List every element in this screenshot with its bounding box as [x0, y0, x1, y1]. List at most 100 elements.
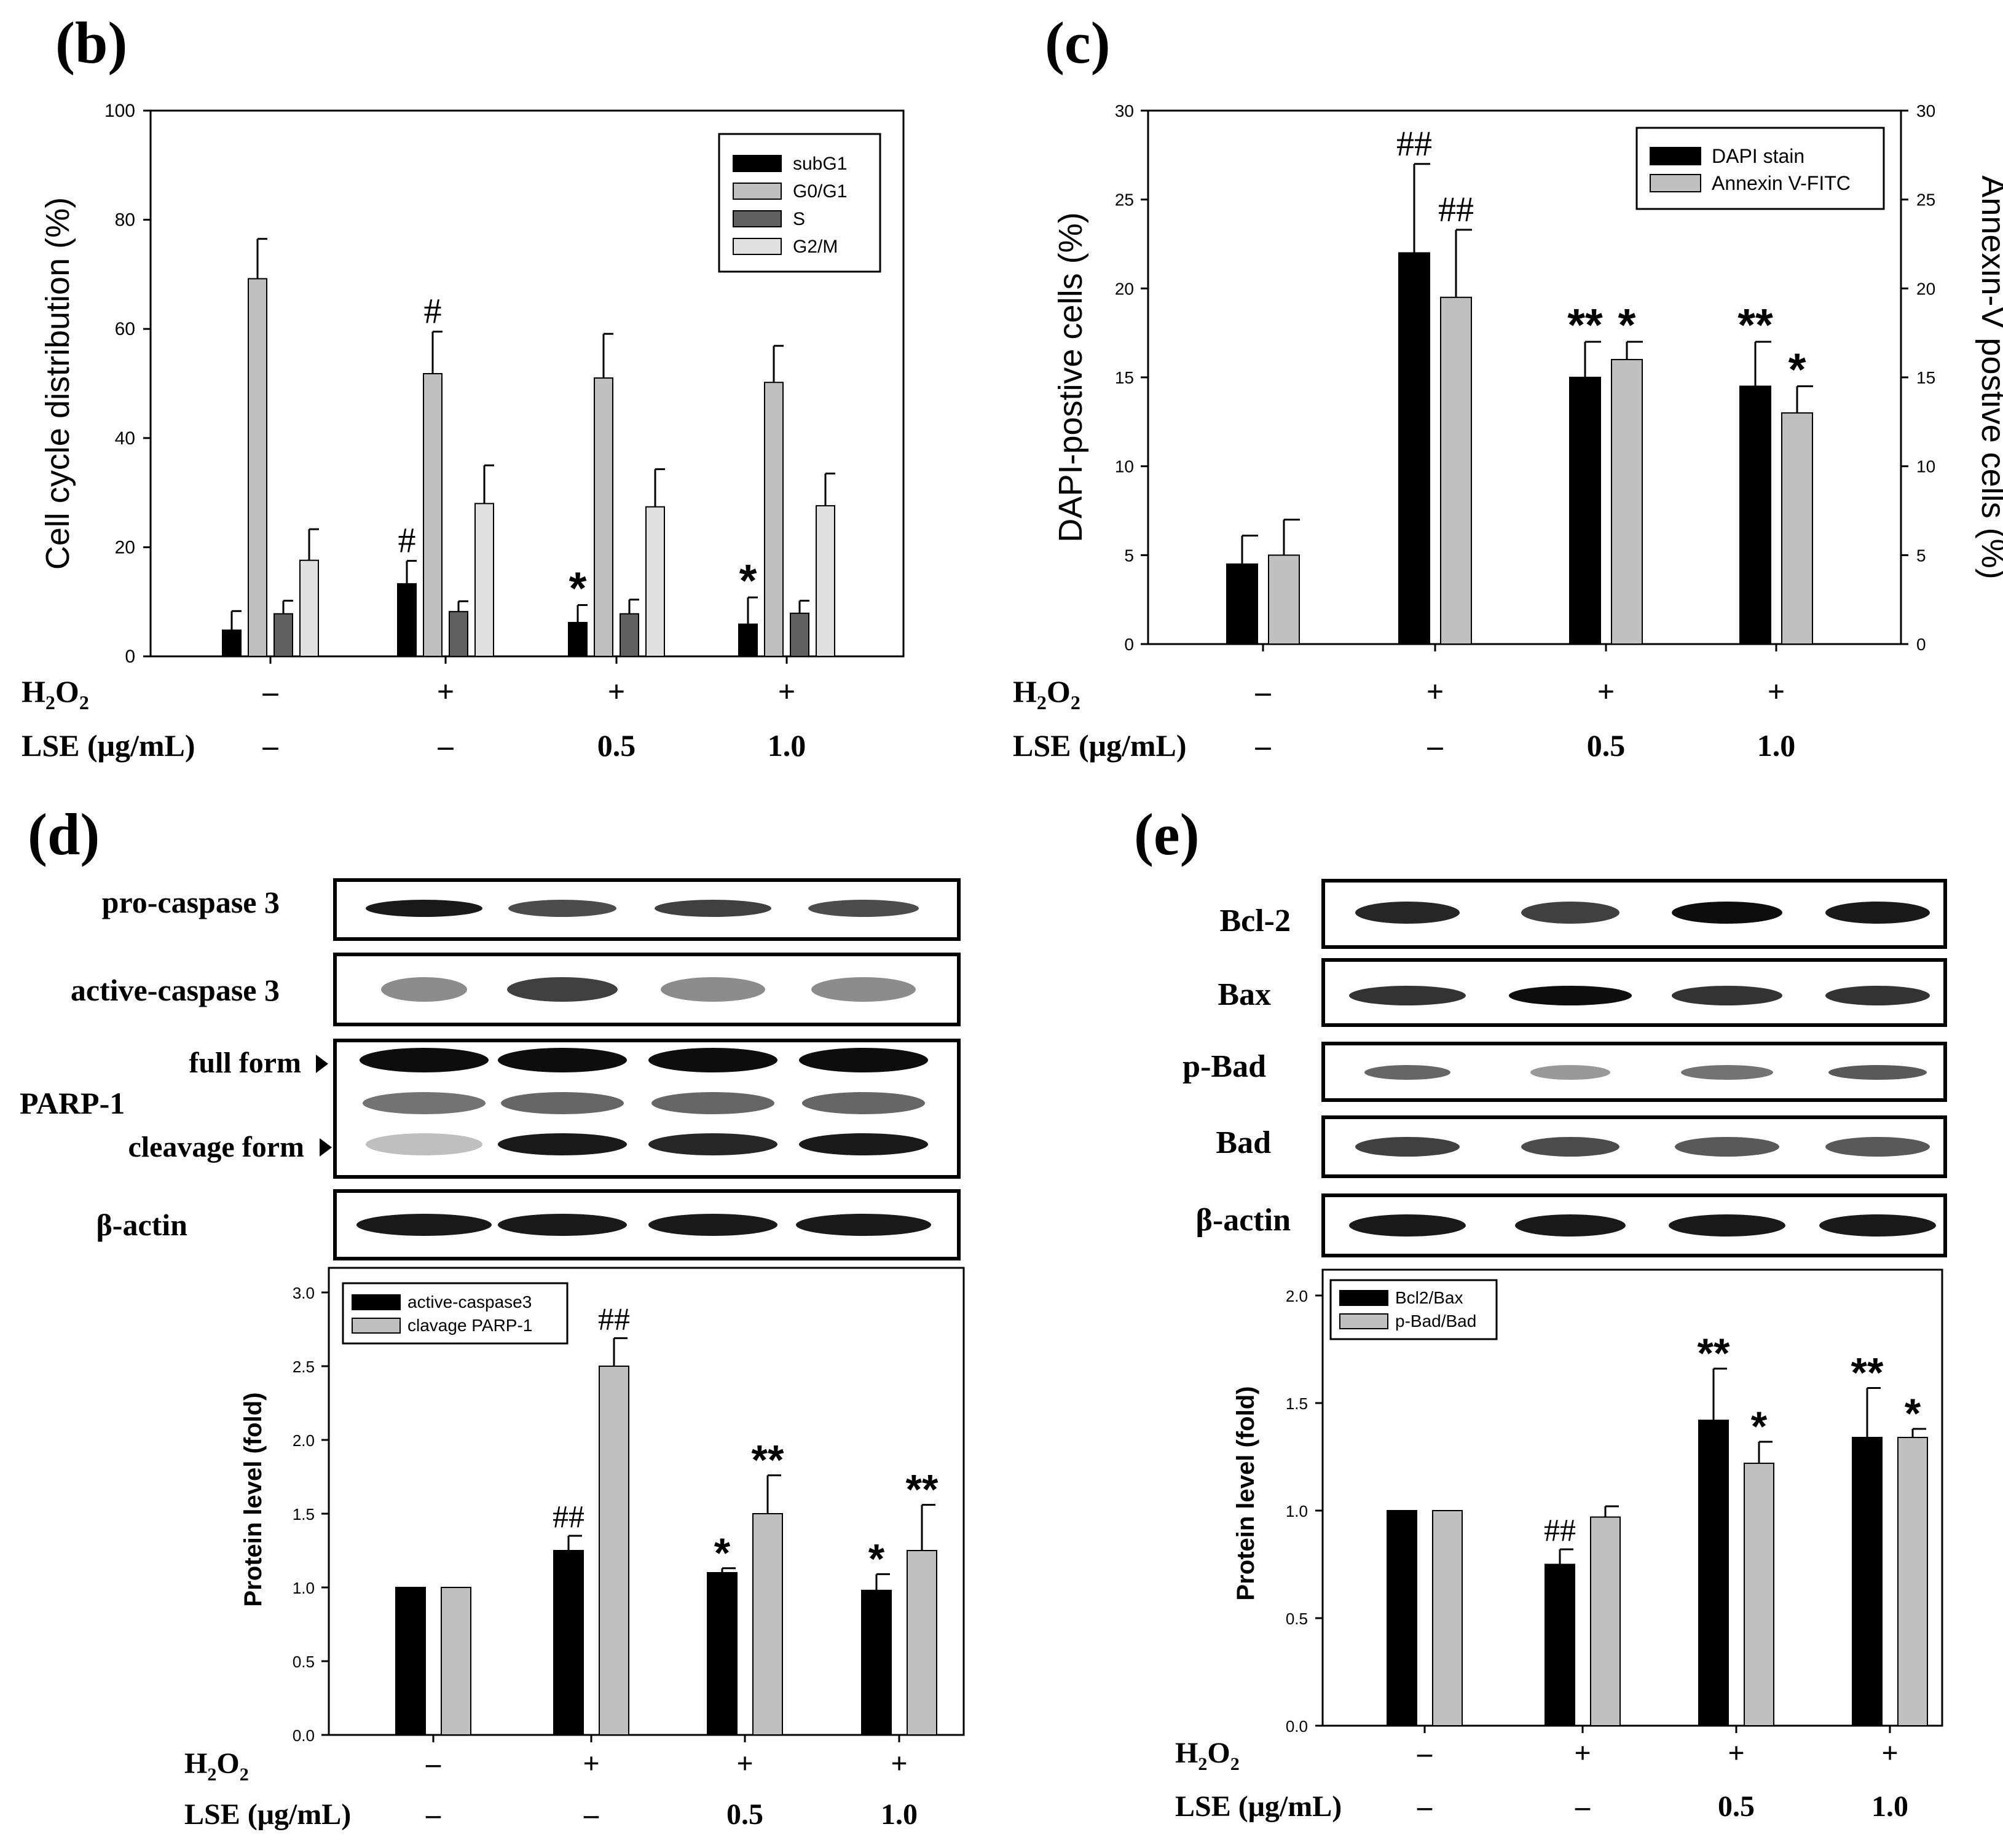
- blot-e-label-bad: Bad: [1216, 1125, 1271, 1160]
- bar-e-1-3: [1897, 1437, 1928, 1726]
- chart-c-ytick-label: 15: [1115, 368, 1134, 387]
- significance-mark-b-0-2: *: [569, 563, 587, 614]
- chart-c-ytick-label: 5: [1124, 546, 1134, 565]
- chart-c-y2tick-label: 15: [1916, 368, 1935, 387]
- chart-c-y2tick-label: 0: [1916, 635, 1926, 654]
- lse-val-b-2: 0.5: [597, 728, 636, 763]
- bar-b-0-1: [397, 583, 417, 657]
- legend-swatch-active-caspase3: [352, 1294, 401, 1310]
- legend-label-bcl2bax: Bcl2/Bax: [1395, 1288, 1463, 1307]
- legend-label-s: S: [793, 209, 805, 229]
- h2o2-val-c-0: –: [1255, 674, 1272, 709]
- h2o2-val-d-3: +: [891, 1747, 907, 1780]
- lse-val-e-0: –: [1417, 1790, 1433, 1823]
- blot-d-band-5-2: [648, 1214, 777, 1236]
- blot-e-band-0-2: [1672, 902, 1782, 924]
- legend-label-dapi: DAPI stain: [1712, 145, 1804, 167]
- h2o2-label-d: H2O2: [184, 1747, 249, 1785]
- chart-d-ytick-label: 3.0: [293, 1284, 315, 1302]
- blot-d-label-beta-actin: β-actin: [96, 1208, 187, 1242]
- significance-mark-b-0-1: #: [398, 521, 416, 560]
- bar-b-2-0: [273, 613, 293, 658]
- chart-b-ytick-label: 80: [115, 210, 135, 230]
- blot-d-band-3-3: [802, 1092, 925, 1114]
- treatment-rows-e: H2O2 LSE (μg/mL) – + + + – – 0.5 1.0: [1175, 1737, 1908, 1823]
- h2o2-val-b-1: +: [437, 674, 455, 709]
- blot-d-band-0-1: [508, 900, 616, 917]
- lse-val-b-3: 1.0: [768, 728, 806, 763]
- chart-d-ytick-label: 0.5: [293, 1653, 315, 1671]
- chart-e-frame: [1321, 1268, 1943, 1727]
- chart-b-legend: subG1 G0/G1 S G2/M: [718, 133, 881, 273]
- bar-c-1-1: [1440, 296, 1472, 645]
- lse-val-b-1: –: [438, 728, 454, 763]
- blot-e-label-bax: Bax: [1218, 977, 1271, 1012]
- bar-b-0-2: [568, 621, 588, 657]
- h2o2-val-e-0: –: [1417, 1737, 1433, 1769]
- h2o2-val-e-1: +: [1574, 1737, 1591, 1769]
- lse-val-e-2: 0.5: [1718, 1790, 1755, 1823]
- blot-e-band-0-0: [1355, 902, 1460, 924]
- h2o2-val-c-2: +: [1597, 674, 1615, 709]
- arrow-cleavage-form-icon: [320, 1138, 332, 1157]
- chart-c-ytick-label: 0: [1124, 635, 1134, 654]
- h2o2-val-d-2: +: [736, 1747, 753, 1780]
- h2o2-val-b-0: –: [262, 674, 279, 709]
- legend-label-active-caspase3: active-caspase3: [407, 1292, 532, 1311]
- bar-c-0-1: [1398, 252, 1430, 645]
- blot-d-label-parp1: PARP-1: [20, 1086, 125, 1120]
- blot-d-band-3-0: [363, 1092, 486, 1114]
- bar-b-1-2: [594, 377, 613, 657]
- bar-e-1-0: [1432, 1510, 1463, 1726]
- blot-e-band-3-0: [1355, 1137, 1460, 1157]
- blot-d-band-2-3: [799, 1048, 928, 1072]
- chart-d-ytick-label: 1.5: [293, 1505, 315, 1524]
- blot-e-band-3-2: [1675, 1137, 1779, 1157]
- chart-d-ylabel: Protein level (fold): [240, 1393, 267, 1607]
- significance-mark-d-0-3: *: [868, 1535, 885, 1582]
- legend-swatch-g0g1: [733, 183, 782, 200]
- bar-c-0-0: [1226, 563, 1258, 645]
- bar-d-1-1: [599, 1366, 629, 1736]
- lse-val-d-0: –: [425, 1798, 441, 1831]
- bar-e-0-1: [1545, 1563, 1575, 1726]
- bar-b-0-0: [222, 629, 242, 657]
- lse-val-b-0: –: [262, 728, 279, 763]
- chart-d: Protein level (fold) 0.0 0.5 1.0 1.5 2.0 2.5 3…: [240, 1267, 965, 1745]
- chart-c-ytick-label: 30: [1115, 101, 1134, 120]
- h2o2-val-c-3: +: [1768, 674, 1785, 709]
- bar-e-1-1: [1590, 1516, 1621, 1726]
- blot-e: Bcl-2 Bax p-Bad Bad β-actin: [1183, 879, 1947, 1257]
- chart-c-legend: DAPI stain Annexin V-FITC: [1635, 127, 1885, 210]
- legend-swatch-dapi: [1650, 147, 1701, 165]
- chart-b-ytick-label: 0: [125, 647, 135, 667]
- bar-b-1-1: [423, 373, 443, 657]
- legend-label-g2m: G2/M: [793, 237, 838, 257]
- legend-swatch-g2m: [733, 238, 782, 255]
- h2o2-val-d-0: –: [425, 1747, 441, 1780]
- blot-d-label-pro-caspase3: pro-caspase 3: [102, 885, 280, 919]
- chart-b: Cell cycle distribution (%) 0 20 40 60 80 100…: [39, 101, 905, 667]
- blot-d-strip-active-caspase3: [333, 953, 961, 1026]
- panel-label-e: (e): [1134, 801, 1200, 867]
- chart-d-ytick-label: 1.0: [293, 1579, 315, 1597]
- significance-mark-b-1-1: #: [424, 291, 442, 331]
- significance-mark-c-1-2: *: [1618, 299, 1636, 350]
- h2o2-label-e: H2O2: [1175, 1737, 1240, 1774]
- blot-d-band-0-0: [366, 900, 482, 917]
- blot-d-band-1-1: [507, 977, 618, 1002]
- lse-val-d-2: 0.5: [726, 1798, 763, 1831]
- chart-c-y2tick-label: 5: [1916, 546, 1926, 565]
- lse-val-d-3: 1.0: [881, 1798, 918, 1831]
- bar-d-0-3: [861, 1589, 892, 1736]
- chart-b-frame: [149, 109, 905, 658]
- bar-e-1-2: [1744, 1463, 1774, 1726]
- significance-mark-d-0-1: ##: [553, 1500, 584, 1535]
- chart-c: DAPI-postive cells (%) Annexin-V postive…: [1052, 101, 2003, 654]
- bar-b-2-1: [449, 611, 468, 658]
- treatment-rows-c: H2O2 LSE (μg/mL) – + + + – – 0.5 1.0: [1013, 674, 1795, 763]
- chart-b-ytick-label: 100: [104, 101, 135, 121]
- blot-e-label-beta-actin: β-actin: [1196, 1203, 1291, 1238]
- panel-label-d: (d): [28, 801, 100, 867]
